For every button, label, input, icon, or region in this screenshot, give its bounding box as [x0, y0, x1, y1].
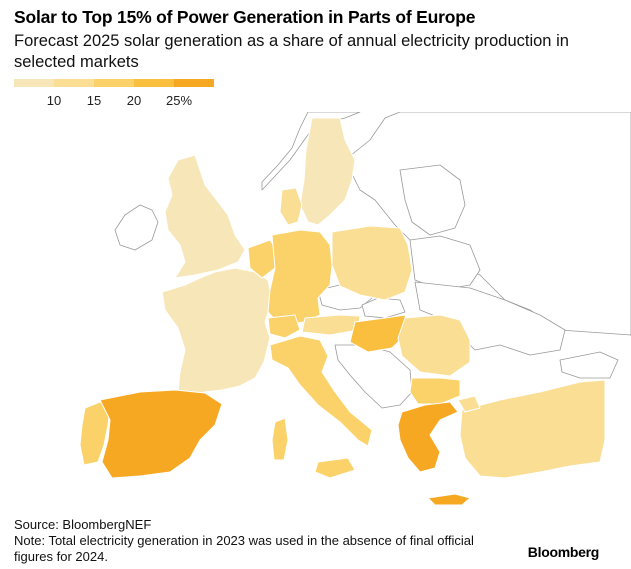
- map-region-switzerland: [267, 314, 301, 339]
- source-line: Source: BloombergNEF: [14, 517, 152, 532]
- legend-tick: 15: [86, 93, 102, 108]
- chart-subtitle: Forecast 2025 solar generation as a shar…: [14, 32, 569, 71]
- map-region-united-kingdom: [164, 154, 246, 279]
- legend-tick: 20: [126, 93, 142, 108]
- source-notes: Source: BloombergNEF Note: Total electri…: [14, 517, 484, 565]
- map-region-bulgaria: [409, 377, 461, 405]
- europe-map: [79, 112, 631, 506]
- map-region-denmark: [279, 187, 303, 226]
- map-region-sardinia: [271, 417, 289, 461]
- legend-tick: 25%: [165, 93, 193, 108]
- map-region-romania: [397, 314, 471, 377]
- map-region-poland: [331, 225, 413, 301]
- legend-swatch: [174, 79, 214, 87]
- map-region-sicily: [314, 457, 356, 479]
- legend-swatch: [94, 79, 134, 87]
- legend: 10 15 20 25%: [14, 79, 234, 109]
- map-region-turkey-thrace: [457, 395, 481, 413]
- map-region-spain: [99, 389, 223, 479]
- map-region-austria: [301, 314, 361, 336]
- map-region-belarus: [409, 235, 481, 291]
- note-line: Note: Total electricity generation in 20…: [14, 533, 474, 564]
- map-region-caucasus: [559, 351, 619, 379]
- legend-swatch: [134, 79, 174, 87]
- map-region-baltics: [399, 164, 466, 236]
- map-region-ireland: [114, 204, 159, 251]
- map-region-balkans: [334, 344, 413, 409]
- legend-swatch: [54, 79, 94, 87]
- map-region-france: [161, 267, 273, 397]
- legend-tick: 10: [46, 93, 62, 108]
- map-region-italy: [269, 335, 373, 447]
- map-region-crete: [427, 493, 471, 506]
- bloomberg-logo: Bloomberg: [527, 544, 600, 560]
- map-region-sweden: [299, 117, 356, 226]
- chart-title: Solar to Top 15% of Power Generation in …: [14, 7, 476, 27]
- map-region-turkey: [459, 379, 606, 479]
- legend-swatch: [14, 79, 54, 87]
- map-region-greece: [397, 401, 459, 473]
- map-region-germany: [267, 229, 333, 326]
